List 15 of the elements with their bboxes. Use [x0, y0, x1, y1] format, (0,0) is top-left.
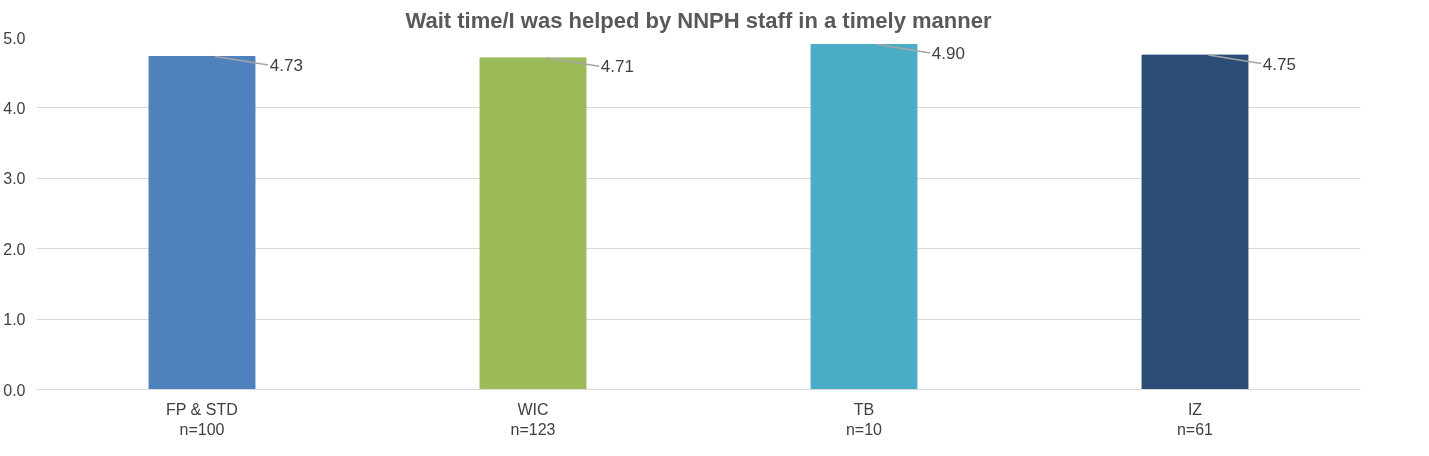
x-tick-label: WIC n=123	[510, 400, 556, 438]
y-tick-label: 1.0	[3, 311, 26, 329]
data-label: 4.73	[269, 55, 303, 75]
data-label: 4.75	[1262, 54, 1296, 74]
data-label: 4.90	[931, 43, 965, 63]
data-label: 4.71	[600, 57, 634, 77]
y-tick-label: 0.0	[3, 381, 26, 399]
y-tick-label: 3.0	[3, 170, 26, 188]
x-tick-label: FP & STD n=100	[166, 400, 238, 438]
x-tick-label: TB n=10	[845, 400, 883, 438]
y-tick-label: 4.0	[3, 99, 26, 117]
y-tick-label: 5.0	[3, 29, 26, 47]
y-tick-label: 2.0	[3, 240, 26, 258]
x-tick-label: IZ n=61	[1176, 400, 1214, 438]
chart-title: Wait time/I was helped by NNPH staff in a timely manner	[405, 7, 992, 33]
